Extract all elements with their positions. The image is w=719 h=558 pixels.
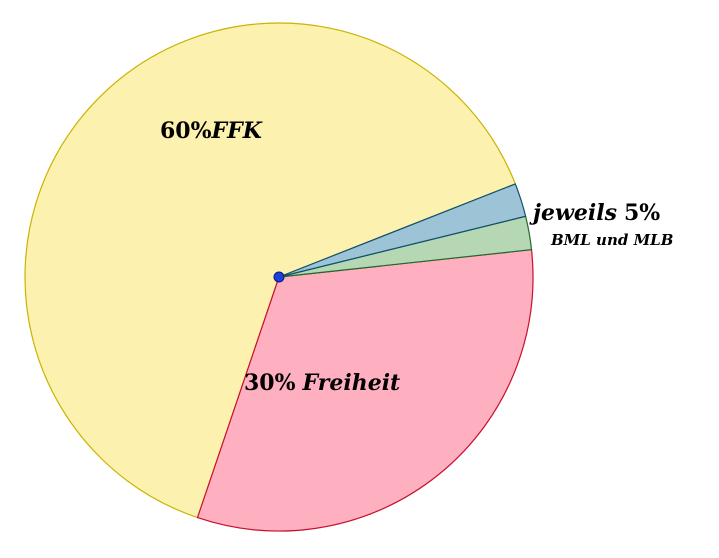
annotation-jeweils: jeweils 5% [529, 200, 660, 226]
freiheit-percent: 30% [244, 370, 296, 396]
pie-slice-bml [278, 183, 527, 278]
slice-label-ffk: 60%FFK [160, 118, 263, 144]
pie-slice-ffk [24, 22, 516, 519]
ffk-percent: 60% [160, 118, 212, 144]
slice-label-freiheit: 30% Freiheit [244, 370, 400, 396]
annotation-percent: 5% [624, 200, 660, 226]
pie-slices [24, 22, 534, 532]
center-dot [273, 271, 285, 283]
pie-slice-freiheit [196, 249, 534, 532]
ffk-name: FFK [211, 118, 263, 144]
annotation-prefix: jeweils [529, 200, 617, 226]
annotation-names: BML und MLB [550, 231, 673, 249]
freiheit-name: Freiheit [302, 370, 401, 396]
